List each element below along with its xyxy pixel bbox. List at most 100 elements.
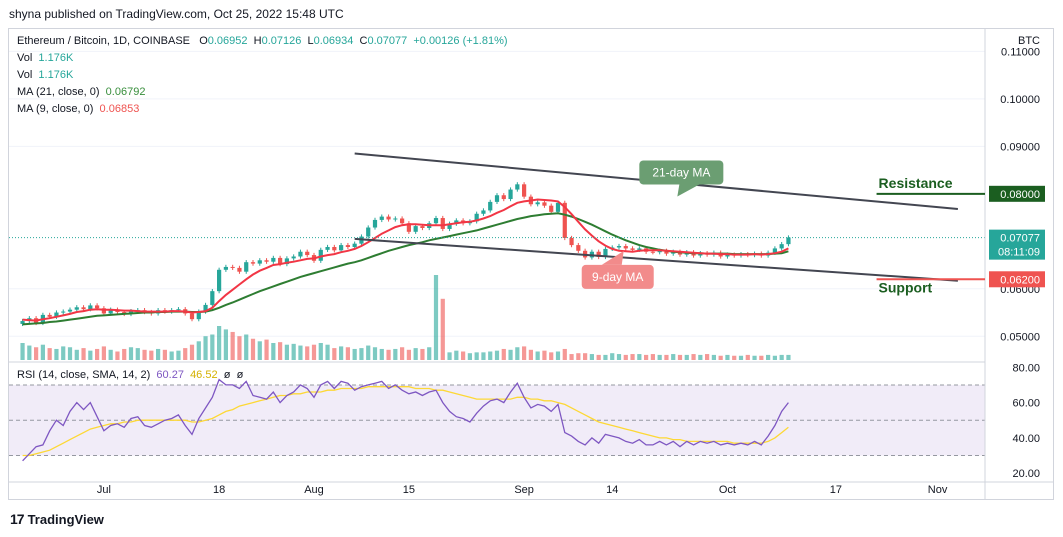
ma21-label: MA (21, close, 0)	[17, 86, 100, 98]
candle-body	[488, 201, 493, 211]
volume-bar	[589, 354, 594, 360]
candle-body	[217, 269, 222, 292]
volume-bar	[779, 354, 784, 360]
volume-bar	[698, 354, 703, 360]
candle-body	[779, 244, 784, 249]
volume-bar	[217, 326, 222, 360]
countdown-text: 08:11:09	[998, 247, 1040, 259]
volume-bar	[291, 343, 296, 360]
time-tick-label: Nov	[928, 484, 948, 496]
candle-body	[786, 237, 791, 245]
time-tick-label: Jul	[97, 484, 111, 496]
volume-bar	[318, 343, 323, 360]
volume-legend-1: Vol 1.176K	[17, 52, 73, 64]
volume-bar	[108, 349, 113, 360]
volume-bar	[345, 347, 350, 360]
candle-body	[305, 251, 310, 256]
volume-bar	[772, 355, 777, 360]
volume-bar	[284, 344, 289, 360]
volume-bar	[488, 351, 493, 360]
price-tick-label: 0.11000	[1001, 46, 1040, 58]
volume-bar	[189, 344, 195, 360]
volume-bar	[515, 347, 520, 360]
candle-body	[108, 309, 113, 314]
candle-body	[494, 195, 500, 202]
candle-body	[616, 246, 622, 248]
ma21-line	[22, 212, 789, 326]
volume-bar	[535, 351, 540, 360]
candle-body	[352, 243, 357, 247]
volume-bar	[34, 347, 39, 360]
volume-bar	[169, 351, 174, 360]
published-note: shyna published on TradingView.com, Oct …	[9, 7, 344, 21]
candle-body	[393, 218, 398, 220]
rsi-tick-label: 60.00	[1012, 398, 1040, 410]
high-label: H	[253, 35, 262, 47]
candle-body	[54, 312, 59, 317]
time-tick-label: 17	[830, 484, 842, 496]
rsi-label: RSI (14, close, SMA, 14, 2)	[17, 369, 151, 381]
volume-bar	[718, 355, 723, 360]
volume-bar	[332, 348, 337, 360]
rsi-sma-value: 46.52	[190, 369, 218, 381]
candle-body	[210, 291, 215, 305]
candle-body	[569, 237, 574, 246]
time-tick-label: Oct	[719, 484, 736, 496]
brand-name: TradingView	[27, 511, 104, 527]
volume-bar	[562, 348, 567, 360]
volume-bar	[461, 351, 466, 360]
volume-bar	[203, 336, 208, 360]
volume-bar	[20, 343, 25, 360]
low-value: 0.06934	[313, 35, 354, 47]
tradingview-logo-icon: 17	[10, 511, 25, 527]
volume-bar	[305, 346, 310, 360]
candle-body	[339, 245, 344, 251]
support-label: Support	[879, 279, 933, 295]
candle-body	[81, 307, 86, 310]
ma9-callout-text: 9-day MA	[592, 270, 643, 284]
volume-bar	[27, 345, 32, 360]
volume-bar	[467, 353, 472, 360]
volume-bar	[630, 354, 635, 360]
candle-body	[379, 216, 384, 220]
volume-bar	[81, 348, 86, 360]
last-price-box	[989, 229, 1045, 260]
candle-body	[230, 266, 235, 268]
candle-body	[508, 189, 513, 200]
candle-body	[596, 251, 601, 257]
volume-bar	[271, 343, 276, 360]
candle-body	[413, 226, 418, 232]
volume-bar	[447, 352, 452, 360]
volume-bar	[427, 347, 432, 360]
volume-bar	[725, 354, 730, 360]
lower-trendline	[354, 237, 958, 282]
volume-bar	[555, 351, 561, 360]
volume-bar	[400, 347, 405, 360]
volume-bar	[576, 353, 581, 360]
ma9-label: MA (9, close, 0)	[17, 103, 94, 115]
price-tick-label: 0.09000	[1000, 141, 1040, 153]
candle-body	[244, 262, 249, 272]
volume-bar	[684, 354, 689, 360]
symbol-title: Ethereum / Bitcoin, 1D, COINBASE	[17, 35, 191, 47]
volume-bar	[528, 349, 533, 360]
volume-bar	[183, 348, 188, 360]
ma9-callout-pointer	[601, 250, 624, 265]
volume-bar	[278, 342, 283, 360]
candle-body	[650, 251, 655, 253]
volume-bar	[420, 348, 425, 360]
time-tick-label: 14	[606, 484, 618, 496]
ma21-callout-pointer	[677, 184, 700, 197]
volume-bar	[196, 341, 201, 360]
volume-bar	[162, 349, 167, 360]
volume-bar	[325, 344, 330, 360]
ma9-legend: MA (9, close, 0) 0.06853	[17, 103, 139, 115]
candle-body	[481, 210, 486, 214]
volume-bar	[569, 354, 574, 360]
volume-bar	[738, 355, 744, 360]
candle-body	[61, 311, 66, 313]
volume-bar	[311, 344, 317, 360]
volume-bar	[135, 348, 140, 360]
candle-body	[298, 251, 303, 257]
